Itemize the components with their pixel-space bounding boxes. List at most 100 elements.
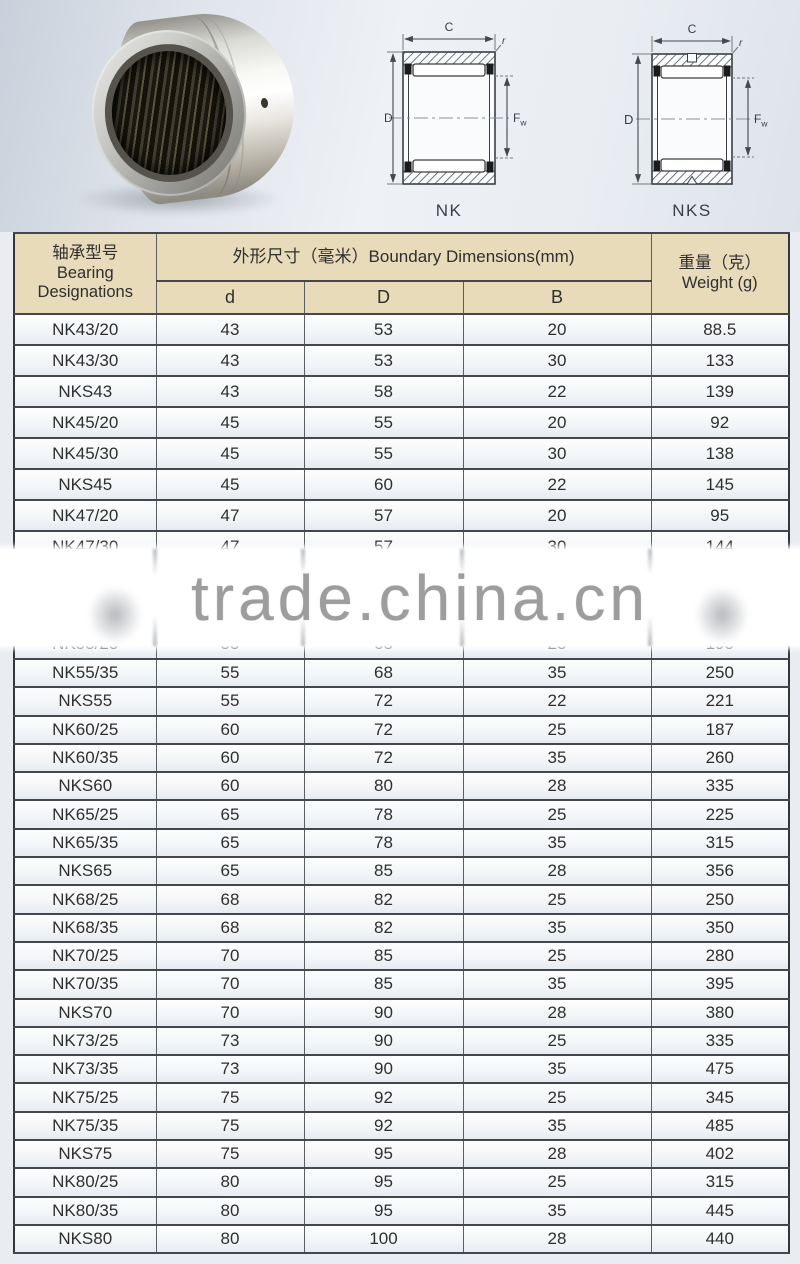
cell-d: 70 (155, 997, 305, 1028)
cell-model: NK73/35 (13, 1054, 157, 1085)
cell-weight: 475 (650, 1054, 790, 1085)
table-row: NK73/25 73 90 25 335 (13, 1025, 790, 1057)
border-smudge (301, 549, 305, 575)
cell-weight: 395 (650, 969, 790, 1000)
cell-weight: 315 (650, 1167, 790, 1198)
header-weight-zh: 重量（克） (678, 254, 762, 273)
cell-model: NK43/20 (13, 313, 157, 346)
cell-B: 30 (462, 344, 652, 377)
border-smudge (460, 549, 464, 575)
cell-weight: 380 (650, 997, 790, 1028)
cell-model: NK60/35 (13, 742, 157, 774)
nks-caption: NKS (672, 201, 711, 220)
cell-d: 80 (155, 1223, 305, 1255)
cell-weight: 250 (650, 884, 790, 915)
table-row: NK60/25 60 72 25 187 (13, 714, 790, 745)
cell-d: 45 (155, 468, 305, 501)
nks-diagram: C D Fw (624, 22, 768, 220)
table-row: NKS80 80 100 28 440 (13, 1223, 790, 1255)
cell-weight: 92 (650, 406, 790, 439)
outer-ring-hatch (402, 51, 496, 66)
cell-model: NK75/25 (13, 1082, 157, 1113)
oil-groove-notch (686, 175, 698, 185)
col-header-designation: 轴承型号 Bearing Designations (13, 232, 157, 315)
cell-model: NKS70 (13, 997, 157, 1028)
cell-d: 55 (155, 657, 305, 689)
cell-B: 22 (462, 375, 652, 408)
dim-label-r: r (739, 38, 743, 49)
cell-weight: 88.5 (650, 313, 790, 346)
cell-weight: 345 (650, 1082, 790, 1113)
cell-model: NK70/35 (13, 969, 157, 1000)
cell-d: 60 (155, 742, 305, 774)
cell-model: NK75/35 (13, 1110, 157, 1142)
cell-D: 55 (303, 406, 464, 439)
cell-D: 85 (303, 969, 464, 1000)
cell-D: 85 (303, 940, 464, 972)
cell-D: 80 (303, 771, 464, 802)
cell-model: NK80/25 (13, 1167, 157, 1198)
cell-weight: 225 (650, 799, 790, 830)
cell-d: 43 (155, 344, 305, 377)
cell-d: 73 (155, 1054, 305, 1085)
cell-d: 80 (155, 1167, 305, 1198)
cell-weight: 402 (650, 1139, 790, 1170)
cell-D: 72 (303, 714, 464, 745)
table-row: NK45/20 45 55 20 92 (13, 406, 790, 439)
cell-D: 60 (303, 468, 464, 501)
cell-model: NKS80 (13, 1223, 157, 1255)
cell-B: 28 (462, 1223, 652, 1255)
cell-B: 25 (462, 884, 652, 915)
table-row: NKS43 43 58 22 139 (13, 375, 790, 408)
cell-weight: 139 (650, 375, 790, 408)
cell-D: 68 (303, 657, 464, 689)
cell-D: 82 (303, 912, 464, 943)
needle-cage (660, 65, 724, 79)
cell-B: 28 (462, 856, 652, 887)
bearing-spec-table: 轴承型号 Bearing Designations 外形尺寸（毫米）Bounda… (13, 232, 791, 1255)
table-row: NK70/35 70 85 35 395 (13, 969, 790, 1000)
cell-d: 65 (155, 827, 305, 859)
cell-model: NK47/20 (13, 499, 157, 532)
cell-d: 60 (155, 771, 305, 802)
smudge-blob (88, 586, 142, 644)
cell-d: 43 (155, 375, 305, 408)
cell-d: 60 (155, 714, 305, 745)
cell-B: 30 (462, 437, 652, 470)
table-row: NK43/30 43 53 30 133 (13, 344, 790, 377)
cell-B: 35 (462, 827, 652, 859)
table-row: NK43/20 43 53 20 88.5 (13, 313, 790, 346)
cell-weight: 280 (650, 940, 790, 972)
cell-d: 55 (155, 686, 305, 717)
table-row: NKS55 55 72 22 221 (13, 686, 790, 717)
cell-model: NK73/25 (13, 1025, 157, 1057)
cell-model: NKS75 (13, 1139, 157, 1170)
cell-D: 72 (303, 686, 464, 717)
cell-B: 25 (462, 1167, 652, 1198)
cell-weight: 187 (650, 714, 790, 745)
cell-weight: 335 (650, 1025, 790, 1057)
cell-weight: 315 (650, 827, 790, 859)
cell-d: 75 (155, 1110, 305, 1142)
cell-model: NK43/30 (13, 344, 157, 377)
cell-D: 90 (303, 1025, 464, 1057)
cell-D: 55 (303, 437, 464, 470)
cell-model: NKS45 (13, 468, 157, 501)
cell-D: 58 (303, 375, 464, 408)
cell-D: 57 (303, 499, 464, 532)
border-smudge (301, 616, 305, 646)
cell-weight: 133 (650, 344, 790, 377)
cell-d: 80 (155, 1195, 305, 1226)
dim-label-fw: Fw (513, 111, 527, 128)
col-header-D: D (303, 280, 464, 315)
oil-groove-notch (687, 53, 697, 63)
table-row: NK45/30 45 55 30 138 (13, 437, 790, 470)
needle-cage (412, 159, 486, 173)
cell-d: 65 (155, 799, 305, 830)
cell-weight: 138 (650, 437, 790, 470)
header-weight-en: Weight (g) (681, 273, 758, 292)
table-row: NK65/25 65 78 25 225 (13, 799, 790, 830)
cell-d: 68 (155, 884, 305, 915)
cell-model: NK68/25 (13, 884, 157, 915)
cell-model: NK68/35 (13, 912, 157, 943)
